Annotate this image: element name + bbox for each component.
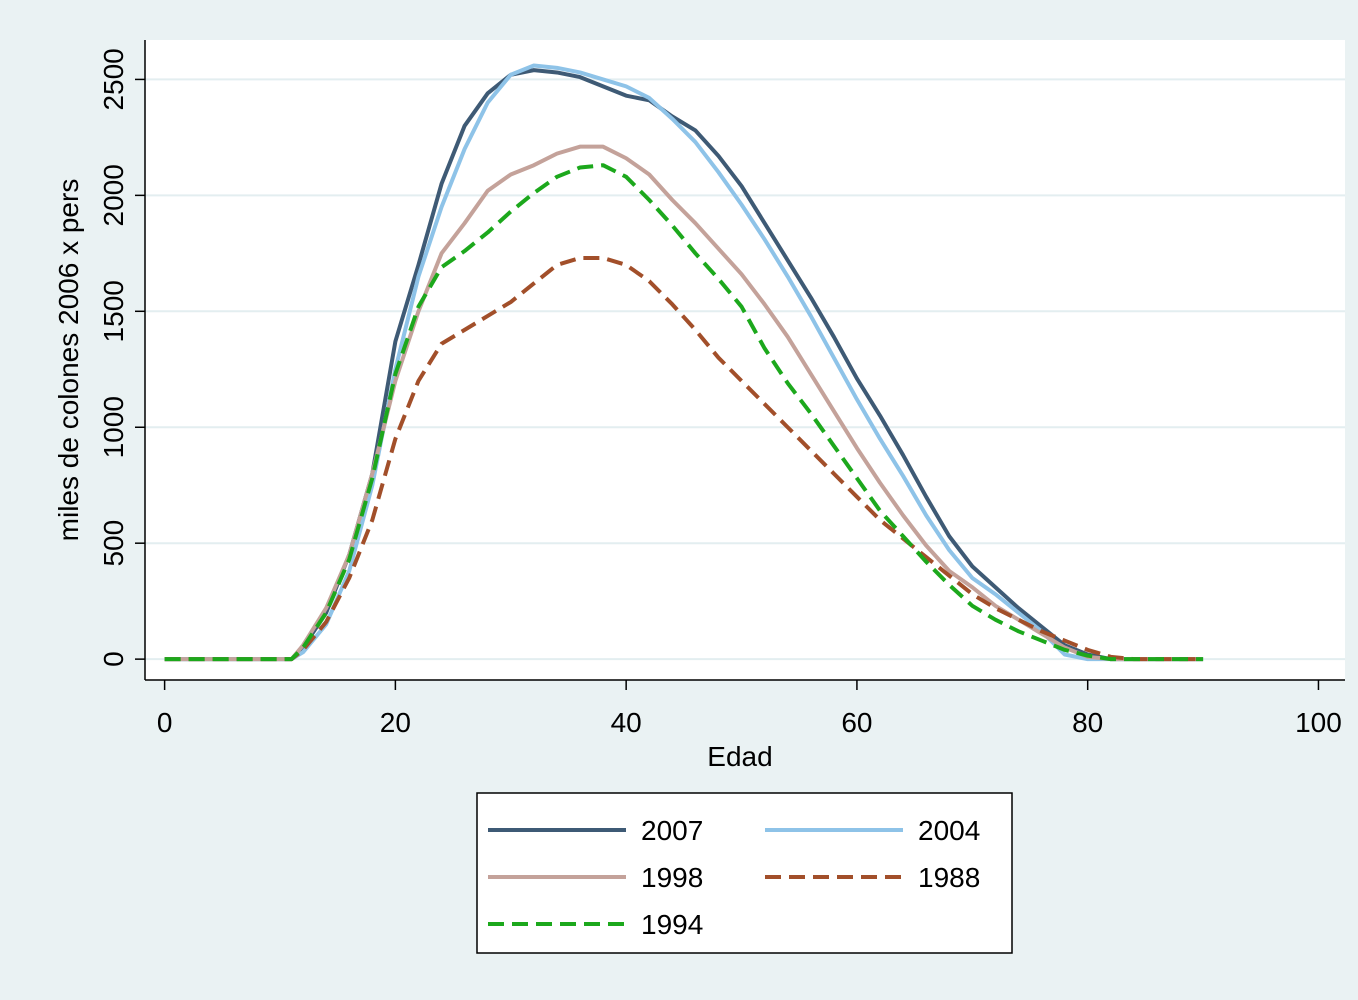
series-line bbox=[164, 63, 1204, 662]
y-axis-title: miles de colones 2006 x pers bbox=[53, 179, 84, 542]
x-tick-label: 100 bbox=[1295, 707, 1342, 738]
x-tick-label: 60 bbox=[841, 707, 872, 738]
x-axis-title: Edad bbox=[707, 741, 772, 772]
y-tick-label: 0 bbox=[98, 651, 129, 667]
legend bbox=[476, 792, 1013, 954]
y-tick-label: 2500 bbox=[98, 48, 129, 110]
series-line bbox=[164, 163, 1204, 662]
y-tick-label: 1000 bbox=[98, 396, 129, 458]
legend-label: 2004 bbox=[918, 815, 980, 846]
legend-label: 1998 bbox=[641, 862, 703, 893]
legend-label: 1988 bbox=[918, 862, 980, 893]
legend-label: 2007 bbox=[641, 815, 703, 846]
x-tick-label: 0 bbox=[157, 707, 173, 738]
series-line bbox=[164, 255, 1204, 662]
x-tick-label: 20 bbox=[380, 707, 411, 738]
y-tick-label: 2000 bbox=[98, 164, 129, 226]
plot-area bbox=[145, 40, 1345, 680]
legend-label: 1994 bbox=[641, 909, 703, 940]
y-tick-label: 500 bbox=[98, 520, 129, 567]
x-tick-label: 80 bbox=[1072, 707, 1103, 738]
y-tick-label: 1500 bbox=[98, 280, 129, 342]
x-tick-label: 40 bbox=[611, 707, 642, 738]
